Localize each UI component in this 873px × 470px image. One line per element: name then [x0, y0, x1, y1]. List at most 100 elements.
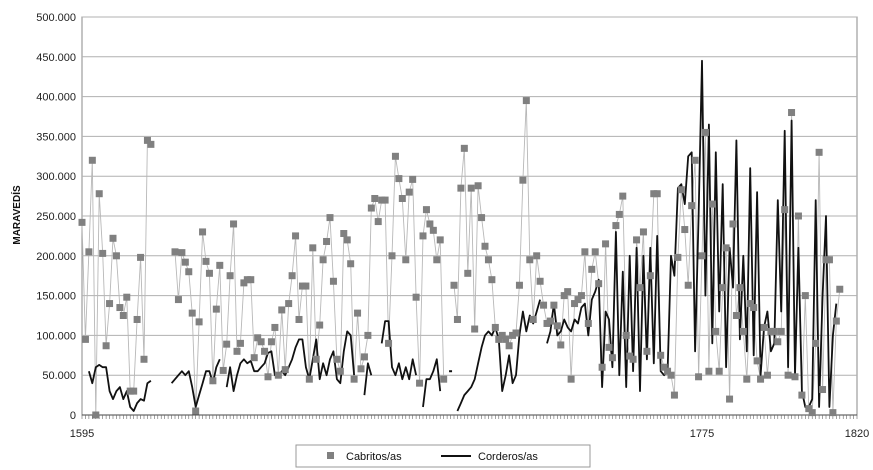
series-cabritos-point	[515, 281, 523, 289]
series-cabritos-point	[202, 257, 210, 265]
series-cabritos-point	[474, 182, 482, 190]
y-tick-label: 250.000	[36, 211, 76, 223]
series-cabritos-point	[633, 236, 641, 244]
series-cabritos-point	[254, 334, 262, 342]
series-cabritos-point	[147, 140, 155, 148]
series-cabritos-point	[777, 327, 785, 335]
series-cabritos-point	[584, 319, 592, 327]
series-cabritos-point	[460, 144, 468, 152]
y-axis: 0 50.000 100.000 150.000 200.000 250.000 300.0…	[36, 12, 76, 422]
series-cabritos-point	[712, 327, 720, 335]
series-cabritos-point	[526, 256, 534, 264]
series-cabritos-point	[292, 232, 300, 240]
y-tick-label: 400.000	[36, 92, 76, 104]
series-cabritos-point	[436, 236, 444, 244]
legend: Cabritos/as Corderos/as	[295, 444, 591, 468]
series-cabritos-point	[698, 252, 706, 260]
series-cabritos-point	[546, 317, 554, 325]
series-cabritos-point	[336, 367, 344, 375]
series-cabritos-point	[195, 318, 203, 326]
series-cabritos-point	[95, 190, 103, 198]
series-cabritos-point	[770, 327, 778, 335]
series-cabritos-point	[137, 253, 145, 261]
series-cabritos-point	[602, 240, 610, 248]
series-cabritos-point	[829, 409, 837, 417]
series-cabritos-point	[347, 260, 355, 268]
series-cabritos-point	[695, 373, 703, 381]
legend-label-cabritos: Cabritos/as	[346, 451, 402, 463]
series-cabritos-point	[130, 387, 138, 395]
series-cabritos-line	[81, 139, 152, 416]
series-lines	[81, 59, 841, 416]
series-cabritos-point	[329, 277, 337, 285]
series-cabritos-point	[557, 341, 565, 349]
series-cabritos-point	[739, 327, 747, 335]
series-cabritos-point	[422, 206, 430, 214]
series-cabritos-point	[701, 128, 709, 136]
series-cabritos-point	[185, 268, 193, 276]
series-cabritos-point	[522, 97, 530, 105]
series-cabritos-point	[219, 366, 227, 374]
series-cabritos-point	[78, 218, 86, 226]
series-cabritos-point	[498, 331, 506, 339]
series-cabritos-point	[305, 375, 313, 383]
series-cabritos-point	[491, 323, 499, 331]
y-tick-label: 100.000	[36, 330, 76, 342]
y-tick-label: 300.000	[36, 171, 76, 183]
series-cabritos-point	[688, 202, 696, 210]
y-tick-label: 200.000	[36, 251, 76, 263]
series-cabritos-point	[791, 373, 799, 381]
y-tick-label: 50.000	[42, 370, 76, 382]
series-corderos-line	[225, 330, 355, 393]
series-cabritos-point	[360, 353, 368, 361]
series-cabritos-point	[681, 226, 689, 234]
series-cabritos-point	[670, 391, 678, 399]
series-cabritos-point	[815, 148, 823, 156]
series-cabritos-point	[729, 220, 737, 228]
series-cabritos-point	[481, 242, 489, 250]
series-cabritos-point	[736, 284, 744, 292]
series-cabritos-point	[92, 411, 100, 419]
series-cabritos-point	[722, 244, 730, 252]
series-cabritos-point	[374, 218, 382, 226]
series-cabritos-point	[143, 136, 151, 144]
series-cabritos-point	[505, 342, 513, 350]
series-cabritos-point	[715, 367, 723, 375]
series-cabritos-point	[140, 355, 148, 363]
series-cabritos-point	[788, 109, 796, 117]
series-cabritos-point	[440, 375, 448, 383]
series-cabritos-point	[529, 315, 537, 323]
series-cabritos-point	[726, 395, 734, 403]
series-cabritos-point	[309, 244, 317, 252]
series-cabritos-point	[212, 305, 220, 313]
series-cabritos-point	[271, 323, 279, 331]
series-cabritos-point	[612, 222, 620, 230]
series-cabritos-point	[619, 192, 627, 200]
series-cabritos-point	[367, 204, 375, 212]
y-tick-label: 350.000	[36, 131, 76, 143]
series-cabritos-point	[760, 323, 768, 331]
series-cabritos-point	[230, 220, 238, 228]
series-cabritos-point	[719, 284, 727, 292]
series-cabritos-point	[794, 212, 802, 220]
series-cabritos-point	[774, 338, 782, 346]
series-cabritos-point	[116, 304, 124, 312]
series-cabritos-point	[467, 184, 475, 192]
series-cabritos-point	[409, 175, 417, 183]
series-cabritos-point	[171, 248, 179, 256]
series-cabritos-point	[536, 277, 544, 285]
series-cabritos-point	[323, 237, 331, 245]
series-cabritos-point	[684, 281, 692, 289]
series-cabritos-point	[133, 315, 141, 323]
y-axis-title: MARAVEDÍS	[10, 185, 23, 245]
series-cabritos-point	[326, 214, 334, 222]
series-cabritos-point	[178, 249, 186, 257]
series-cabritos-point	[343, 236, 351, 244]
series-cabritos-point	[236, 339, 244, 347]
series-cabritos-point	[85, 248, 93, 256]
series-cabritos-point	[812, 339, 820, 347]
series-cabritos-point	[267, 338, 275, 346]
series-cabritos-point	[288, 272, 296, 280]
series-cabritos-point	[106, 300, 114, 308]
series-cabritos-point	[825, 256, 833, 264]
